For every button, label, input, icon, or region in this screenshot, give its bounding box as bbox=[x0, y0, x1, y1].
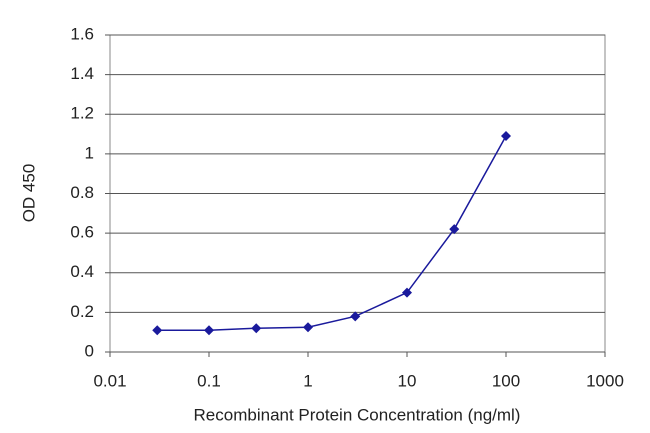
x-tick-label: 0.1 bbox=[197, 371, 221, 390]
x-axis-label: Recombinant Protein Concentration (ng/ml… bbox=[194, 405, 521, 424]
y-tick-label: 1 bbox=[85, 143, 94, 162]
x-tick-label: 100 bbox=[492, 371, 520, 390]
y-tick-label: 0.8 bbox=[70, 183, 94, 202]
line bbox=[157, 135, 507, 331]
y-tick-label: 1.6 bbox=[70, 24, 94, 43]
x-tick-label: 1000 bbox=[586, 371, 624, 390]
marker bbox=[501, 131, 511, 142]
marker bbox=[303, 322, 313, 333]
y-tick-label: 0 bbox=[85, 341, 94, 360]
marker bbox=[152, 325, 163, 336]
y-tick-label: 0.2 bbox=[70, 302, 94, 321]
x-tick-label: 1 bbox=[303, 371, 312, 390]
y-axis-label: OD 450 bbox=[19, 164, 38, 223]
y-tick-label: 0.6 bbox=[70, 223, 94, 242]
marker bbox=[251, 323, 262, 334]
marker bbox=[402, 287, 412, 298]
x-tick-label: 0.01 bbox=[93, 371, 126, 390]
marker bbox=[350, 311, 361, 322]
y-tick-label: 0.4 bbox=[70, 262, 94, 281]
marker bbox=[204, 325, 214, 336]
y-tick-label: 1.2 bbox=[70, 104, 94, 123]
x-tick-label: 10 bbox=[398, 371, 417, 390]
y-tick-label: 1.4 bbox=[70, 64, 94, 83]
marker bbox=[449, 224, 460, 235]
